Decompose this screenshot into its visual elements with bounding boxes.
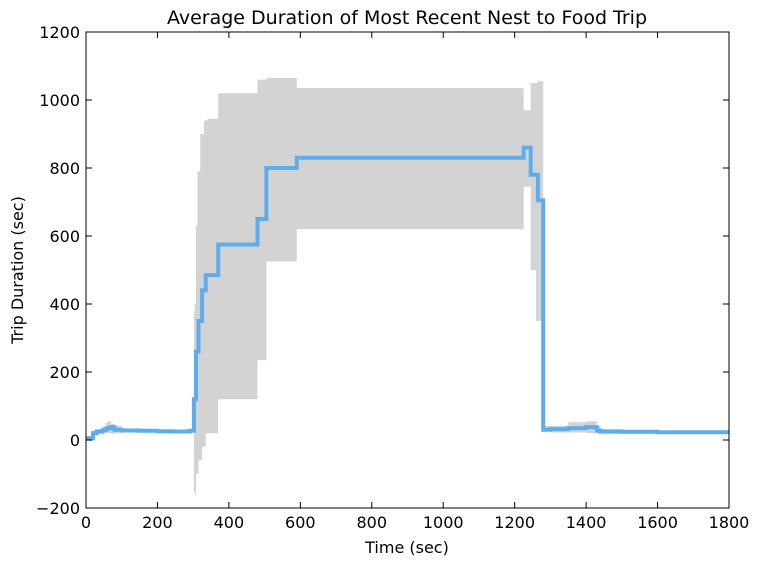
x-tick-label: 1400: [566, 513, 607, 532]
x-tick-label: 200: [142, 513, 173, 532]
y-tick-label: −200: [36, 499, 80, 518]
mean-line-layer: [86, 145, 729, 441]
x-axis-ticks: 0 200 400 600 800 1000 1200 1400 1600 1800: [81, 32, 749, 532]
y-tick-label: 800: [49, 159, 80, 178]
x-tick-label: 800: [357, 513, 388, 532]
x-tick-label: 1200: [494, 513, 535, 532]
y-tick-label: 400: [49, 295, 80, 314]
x-tick-label: 1800: [709, 513, 750, 532]
confidence-band-layer: [86, 77, 729, 495]
y-tick-label: 1000: [39, 91, 80, 110]
x-tick-label: 1000: [423, 513, 464, 532]
x-tick-label: 1600: [637, 513, 678, 532]
y-tick-label: 1200: [39, 23, 80, 42]
x-tick-label: 0: [81, 513, 91, 532]
x-axis-label: Time (sec): [364, 538, 449, 557]
x-tick-label: 400: [214, 513, 245, 532]
y-axis-label: Trip Duration (sec): [8, 196, 27, 345]
confidence-band: [86, 77, 729, 495]
plot-frame: [85, 31, 730, 509]
y-tick-label: 0: [70, 431, 80, 450]
chart-title: Average Duration of Most Recent Nest to …: [167, 7, 647, 29]
y-axis-ticks: −200 0 200 400 600 800 1000 1200: [36, 23, 729, 518]
y-tick-label: 200: [49, 363, 80, 382]
mean-trip-duration-line: [86, 145, 729, 441]
y-tick-label: 600: [49, 227, 80, 246]
x-tick-label: 600: [285, 513, 316, 532]
